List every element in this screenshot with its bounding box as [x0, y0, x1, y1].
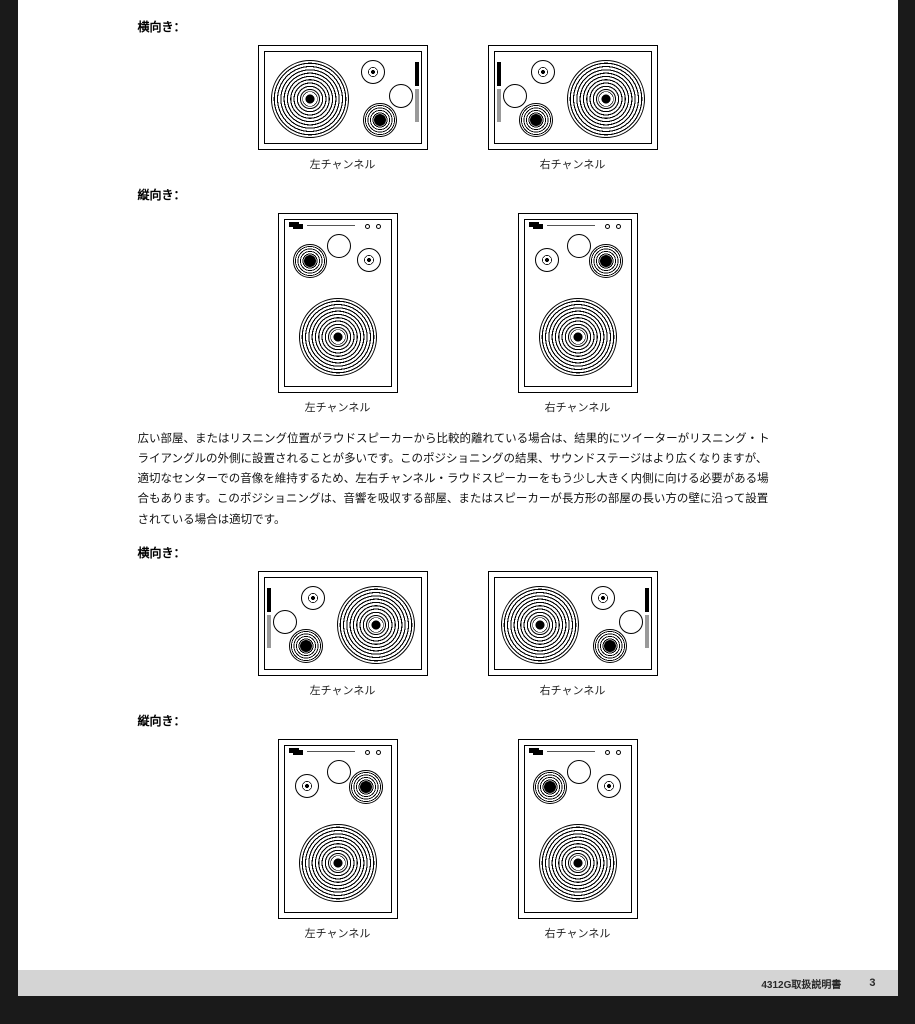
- badge-strip-icon: [293, 222, 383, 230]
- woofer-icon: [501, 586, 579, 664]
- page-number: 3: [869, 977, 875, 989]
- speaker-cell-left: 左チャンネル: [258, 571, 428, 698]
- tweeter-icon: [531, 60, 555, 84]
- speaker-cell-right: 右チャンネル: [488, 45, 658, 172]
- badge-strip-icon: [293, 748, 383, 756]
- caption-right: 右チャンネル: [488, 156, 658, 172]
- footer-bar: 4312G取扱説明書 3: [18, 970, 898, 996]
- woofer-icon: [271, 60, 349, 138]
- caption-right: 右チャンネル: [488, 682, 658, 698]
- port-icon: [327, 760, 351, 784]
- badge-strip-icon: [267, 588, 271, 648]
- speaker-vertical-left: [278, 213, 398, 393]
- midrange-icon: [589, 244, 623, 278]
- caption-left: 左チャンネル: [258, 682, 428, 698]
- woofer-icon: [539, 824, 617, 902]
- port-icon: [503, 84, 527, 108]
- caption-right: 右チャンネル: [518, 399, 638, 415]
- section-horizontal-2: 横向き： 左チャンネル: [138, 544, 778, 698]
- midrange-icon: [593, 629, 627, 663]
- woofer-icon: [299, 824, 377, 902]
- speaker-inner-frame: [264, 51, 422, 144]
- speaker-inner-frame: [284, 219, 392, 387]
- speaker-row: 左チャンネル: [138, 739, 778, 941]
- speaker-horizontal-left: [258, 571, 428, 676]
- speaker-inner-frame: [284, 745, 392, 913]
- port-icon: [619, 610, 643, 634]
- speaker-cell-right: 右チャンネル: [488, 571, 658, 698]
- tweeter-icon: [295, 774, 319, 798]
- speaker-vertical-right: [518, 739, 638, 919]
- footer-title: 4312G取扱説明書: [761, 976, 841, 991]
- speaker-row: 左チャンネル: [138, 213, 778, 415]
- section-title: 横向き：: [138, 544, 778, 561]
- midrange-icon: [519, 103, 553, 137]
- badge-strip-icon: [645, 588, 649, 648]
- speaker-horizontal-left: [258, 45, 428, 150]
- section-vertical-1: 縦向き：: [138, 186, 778, 415]
- section-title: 横向き：: [138, 18, 778, 35]
- woofer-icon: [299, 298, 377, 376]
- section-title: 縦向き：: [138, 712, 778, 729]
- tweeter-icon: [591, 586, 615, 610]
- speaker-cell-right: 右チャンネル: [518, 739, 638, 941]
- speaker-cell-left: 左チャンネル: [258, 45, 428, 172]
- logo-icon: [529, 222, 539, 227]
- speaker-cell-right: 右チャンネル: [518, 213, 638, 415]
- speaker-inner-frame: [524, 219, 632, 387]
- badge-strip-icon: [497, 62, 501, 122]
- port-icon: [273, 610, 297, 634]
- logo-icon: [289, 748, 299, 753]
- speaker-row: 左チャンネル 右チャンネル: [138, 571, 778, 698]
- caption-left: 左チャンネル: [258, 156, 428, 172]
- speaker-inner-frame: [524, 745, 632, 913]
- speaker-cell-left: 左チャンネル: [278, 213, 398, 415]
- speaker-cell-left: 左チャンネル: [278, 739, 398, 941]
- tweeter-icon: [357, 248, 381, 272]
- speaker-vertical-left: [278, 739, 398, 919]
- speaker-inner-frame: [264, 577, 422, 670]
- speaker-horizontal-right: [488, 571, 658, 676]
- logo-icon: [289, 222, 299, 227]
- port-icon: [567, 760, 591, 784]
- caption-left: 左チャンネル: [278, 399, 398, 415]
- badge-strip-icon: [533, 222, 623, 230]
- speaker-vertical-right: [518, 213, 638, 393]
- midrange-icon: [349, 770, 383, 804]
- caption-left: 左チャンネル: [278, 925, 398, 941]
- midrange-icon: [289, 629, 323, 663]
- midrange-icon: [363, 103, 397, 137]
- section-title: 縦向き：: [138, 186, 778, 203]
- midrange-icon: [533, 770, 567, 804]
- tweeter-icon: [535, 248, 559, 272]
- speaker-inner-frame: [494, 577, 652, 670]
- port-icon: [327, 234, 351, 258]
- speaker-inner-frame: [494, 51, 652, 144]
- tweeter-icon: [301, 586, 325, 610]
- woofer-icon: [337, 586, 415, 664]
- document-page: 横向き： 左チャンネル: [18, 0, 898, 996]
- speaker-horizontal-right: [488, 45, 658, 150]
- woofer-icon: [539, 298, 617, 376]
- speaker-row: 左チャンネル 右チャンネル: [138, 45, 778, 172]
- port-icon: [389, 84, 413, 108]
- tweeter-icon: [597, 774, 621, 798]
- badge-strip-icon: [415, 62, 419, 122]
- section-vertical-2: 縦向き：: [138, 712, 778, 941]
- section-horizontal-1: 横向き： 左チャンネル: [138, 18, 778, 172]
- caption-right: 右チャンネル: [518, 925, 638, 941]
- logo-icon: [529, 748, 539, 753]
- badge-strip-icon: [533, 748, 623, 756]
- body-paragraph: 広い部屋、またはリスニング位置がラウドスピーカーから比較的離れている場合は、結果…: [138, 429, 778, 530]
- tweeter-icon: [361, 60, 385, 84]
- port-icon: [567, 234, 591, 258]
- midrange-icon: [293, 244, 327, 278]
- content-column: 横向き： 左チャンネル: [138, 18, 778, 941]
- woofer-icon: [567, 60, 645, 138]
